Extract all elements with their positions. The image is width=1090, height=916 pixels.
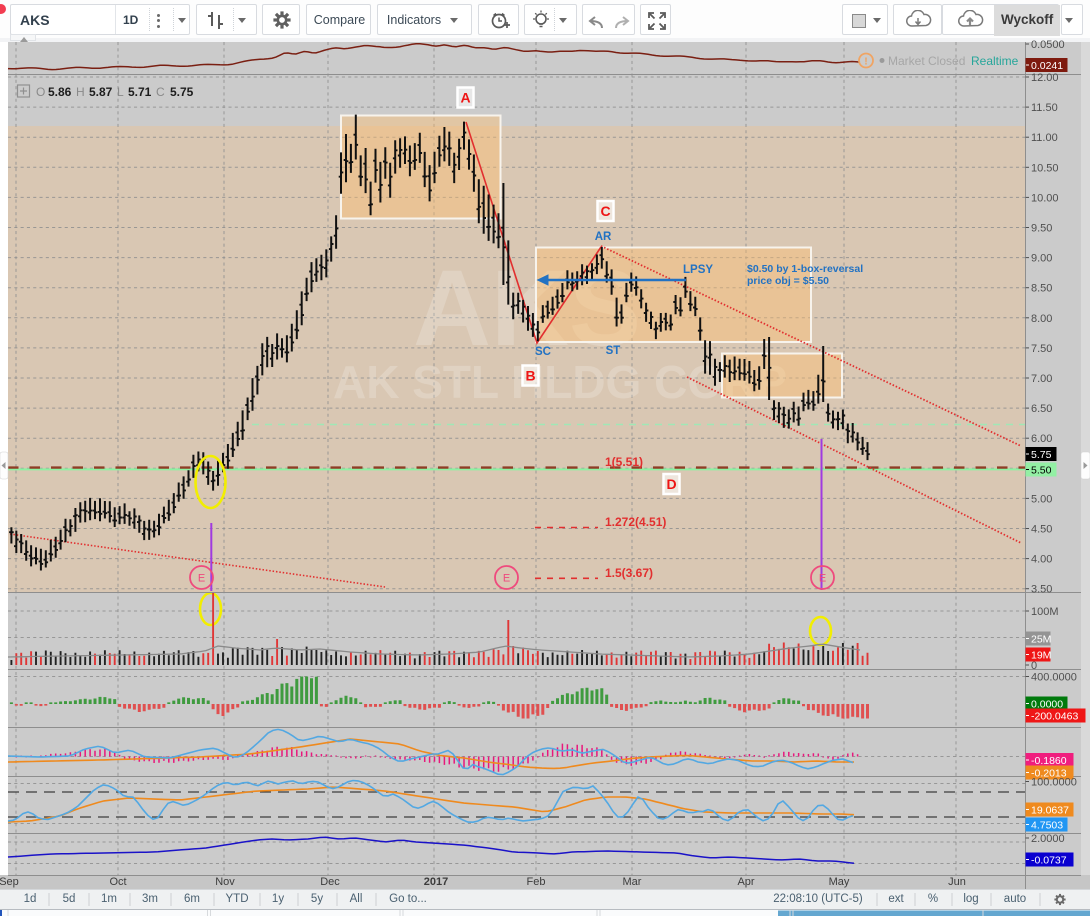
svg-text:A: A bbox=[460, 90, 470, 106]
svg-text:3m: 3m bbox=[142, 893, 158, 905]
svg-text:auto: auto bbox=[1004, 893, 1026, 905]
svg-text:YTD: YTD bbox=[226, 893, 249, 905]
svg-text:1d: 1d bbox=[24, 893, 37, 905]
svg-text:B: B bbox=[525, 368, 535, 384]
svg-text:O: O bbox=[36, 85, 45, 99]
svg-text:Apr: Apr bbox=[737, 876, 754, 888]
svg-text:-0.0737: -0.0737 bbox=[1031, 855, 1067, 867]
svg-text:1(5.51): 1(5.51) bbox=[605, 455, 643, 469]
svg-text:LPSY: LPSY bbox=[683, 264, 713, 276]
svg-text:AR: AR bbox=[595, 231, 612, 243]
svg-text:ST: ST bbox=[606, 345, 621, 357]
svg-text:1.272(4.51): 1.272(4.51) bbox=[605, 515, 666, 529]
svg-text:0: 0 bbox=[1031, 660, 1037, 672]
svg-text:25M: 25M bbox=[1031, 634, 1051, 646]
svg-text:0.0000: 0.0000 bbox=[1031, 699, 1063, 711]
svg-text:1m: 1m bbox=[101, 893, 117, 905]
svg-text:E: E bbox=[198, 573, 205, 585]
svg-text:3.50: 3.50 bbox=[1031, 584, 1052, 596]
svg-text:Jun: Jun bbox=[948, 876, 966, 888]
svg-text:8.50: 8.50 bbox=[1031, 283, 1052, 295]
svg-text:Oct: Oct bbox=[109, 876, 126, 888]
svg-text:0.0241: 0.0241 bbox=[1031, 60, 1063, 72]
svg-text:10.00: 10.00 bbox=[1031, 192, 1059, 204]
svg-text:9.00: 9.00 bbox=[1031, 253, 1052, 265]
svg-text:price obj = $5.50: price obj = $5.50 bbox=[747, 275, 829, 287]
svg-text:5.75: 5.75 bbox=[1031, 449, 1052, 461]
svg-text:%: % bbox=[928, 893, 938, 905]
svg-text:7.50: 7.50 bbox=[1031, 343, 1052, 355]
svg-text:4.00: 4.00 bbox=[1031, 554, 1052, 566]
svg-text:5.71: 5.71 bbox=[128, 85, 152, 99]
svg-text:19M: 19M bbox=[1031, 650, 1051, 662]
svg-text:100.0000: 100.0000 bbox=[1031, 777, 1077, 789]
svg-text:AK STL HLDG CORP: AK STL HLDG CORP bbox=[333, 356, 787, 408]
svg-text:22:08:10 (UTC-5): 22:08:10 (UTC-5) bbox=[773, 893, 863, 905]
svg-text:ext: ext bbox=[888, 893, 904, 905]
svg-text:-200.0463: -200.0463 bbox=[1031, 711, 1078, 723]
svg-text:5.50: 5.50 bbox=[1031, 465, 1052, 477]
svg-text:May: May bbox=[829, 876, 850, 888]
svg-text:6m: 6m bbox=[184, 893, 200, 905]
svg-text:log: log bbox=[963, 893, 978, 905]
svg-text:1y: 1y bbox=[272, 893, 284, 905]
svg-text:5.00: 5.00 bbox=[1031, 493, 1052, 505]
svg-text:Nov: Nov bbox=[215, 876, 235, 888]
svg-text:6.00: 6.00 bbox=[1031, 433, 1052, 445]
svg-text:-0.2013: -0.2013 bbox=[1031, 768, 1067, 780]
svg-text:Dec: Dec bbox=[320, 876, 340, 888]
svg-text:-0.1860: -0.1860 bbox=[1031, 755, 1067, 767]
svg-text:Feb: Feb bbox=[527, 876, 546, 888]
svg-text:5.87: 5.87 bbox=[89, 85, 113, 99]
svg-text:C: C bbox=[156, 85, 165, 99]
svg-text:7.00: 7.00 bbox=[1031, 373, 1052, 385]
svg-text:E: E bbox=[503, 573, 510, 585]
svg-text:2017: 2017 bbox=[424, 876, 448, 888]
svg-text:Market Closed: Market Closed bbox=[888, 54, 965, 68]
svg-text:5y: 5y bbox=[311, 893, 323, 905]
svg-text:11.00: 11.00 bbox=[1031, 132, 1058, 144]
svg-text:Realtime: Realtime bbox=[971, 54, 1019, 68]
svg-text:2.0000: 2.0000 bbox=[1031, 833, 1065, 845]
svg-text:1.5(3.67): 1.5(3.67) bbox=[605, 566, 653, 580]
svg-text:E: E bbox=[819, 573, 826, 585]
svg-text:Go to...: Go to... bbox=[389, 893, 427, 905]
svg-text:C: C bbox=[600, 203, 610, 219]
svg-text:12.00: 12.00 bbox=[1031, 72, 1059, 84]
svg-text:Sep: Sep bbox=[0, 876, 19, 888]
svg-text:5d: 5d bbox=[63, 893, 76, 905]
svg-text:4.50: 4.50 bbox=[1031, 524, 1052, 536]
svg-text:19.0637: 19.0637 bbox=[1031, 805, 1069, 817]
svg-text:5.86: 5.86 bbox=[48, 85, 72, 99]
svg-text:400.0000: 400.0000 bbox=[1031, 672, 1077, 684]
svg-text:L: L bbox=[117, 85, 124, 99]
svg-text:8.00: 8.00 bbox=[1031, 313, 1052, 325]
svg-text:Mar: Mar bbox=[623, 876, 642, 888]
svg-text:$0.50 by 1-box-reversal: $0.50 by 1-box-reversal bbox=[747, 263, 863, 275]
svg-text:0.0500: 0.0500 bbox=[1031, 39, 1065, 51]
svg-text:H: H bbox=[76, 85, 85, 99]
svg-text:4.7503: 4.7503 bbox=[1031, 820, 1063, 832]
svg-text:All: All bbox=[350, 893, 363, 905]
svg-text:!: ! bbox=[864, 56, 868, 68]
svg-text:SC: SC bbox=[535, 346, 551, 358]
svg-text:6.50: 6.50 bbox=[1031, 403, 1052, 415]
svg-text:D: D bbox=[666, 476, 676, 492]
svg-text:10.50: 10.50 bbox=[1031, 162, 1059, 174]
svg-text:5.75: 5.75 bbox=[170, 85, 194, 99]
svg-text:11.50: 11.50 bbox=[1031, 102, 1058, 114]
svg-text:100M: 100M bbox=[1031, 606, 1059, 618]
svg-text:9.50: 9.50 bbox=[1031, 223, 1052, 235]
